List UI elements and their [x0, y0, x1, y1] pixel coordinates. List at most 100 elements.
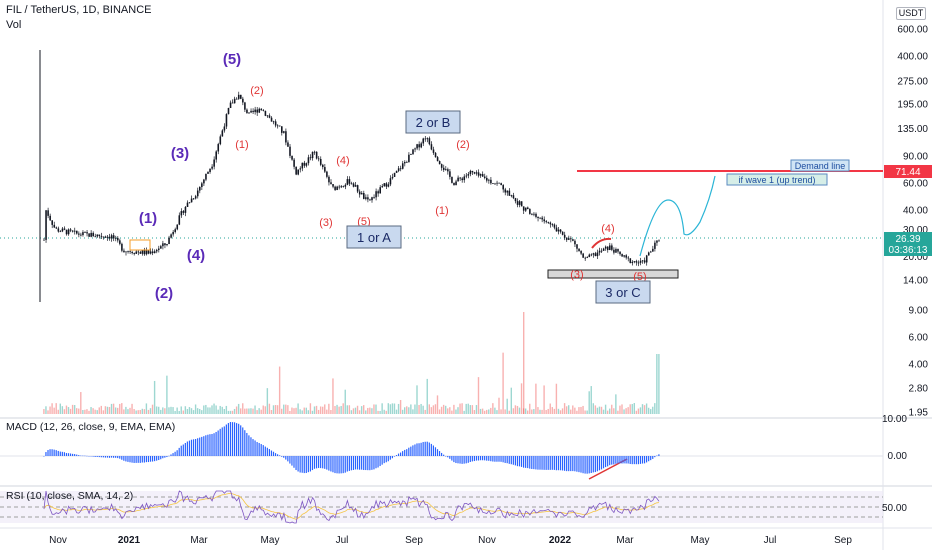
macd-bar: [637, 456, 639, 465]
candle-body: [268, 115, 271, 118]
volume-bar: [539, 409, 541, 414]
rsi-line: [43, 490, 660, 524]
volume-bar: [367, 407, 369, 414]
rsi-title[interactable]: RSI (10, close, SMA, 14, 2): [6, 490, 134, 502]
rsi-axis[interactable]: 50.00: [882, 503, 907, 514]
candle-body: [223, 126, 226, 131]
macd-bar: [166, 456, 168, 458]
volume-bar: [537, 407, 539, 414]
macd-bar: [336, 456, 338, 474]
macd-bar: [504, 456, 506, 463]
volume-bar: [442, 404, 445, 414]
macd-bar: [459, 456, 461, 464]
volume-bar: [274, 404, 277, 414]
candle-body: [153, 251, 156, 254]
macd-bar: [443, 454, 445, 456]
volume-bar: [490, 407, 492, 414]
macd-bar: [219, 428, 221, 456]
candle-body: [629, 258, 632, 264]
currency-button[interactable]: USDT: [896, 7, 926, 20]
macd-bar: [121, 456, 123, 460]
candle-body: [283, 131, 285, 133]
candle-body: [289, 146, 291, 156]
candle-body: [319, 158, 322, 165]
candle-body: [490, 179, 492, 184]
macd-bar: [566, 456, 568, 472]
volume-bar: [47, 410, 49, 414]
candle-body: [570, 238, 572, 240]
candle-body: [598, 250, 601, 253]
macd-bar: [287, 456, 289, 462]
candle-body: [112, 235, 115, 239]
macd-bar: [611, 456, 613, 465]
price-tick: 90.00: [903, 151, 928, 162]
macd-bar: [410, 446, 412, 456]
volume-bar: [338, 406, 340, 414]
volume-label[interactable]: Vol: [6, 19, 22, 31]
candle-body: [246, 109, 248, 113]
volume-bar: [211, 405, 213, 414]
macd-bar: [332, 456, 334, 473]
macd-bar: [305, 456, 307, 473]
macd-bar: [371, 456, 373, 470]
volume-bar: [516, 405, 519, 414]
macd-bar: [110, 456, 113, 458]
volume-bar: [555, 383, 558, 414]
candle-body: [477, 172, 480, 176]
candle-body: [160, 246, 162, 249]
volume-bar: [467, 403, 469, 414]
symbol-title[interactable]: FIL / TetherUS, 1D, BINANCE: [6, 4, 152, 16]
macd-bar: [197, 438, 199, 456]
macd-title[interactable]: MACD (12, 26, close, 9, EMA, EMA): [6, 421, 176, 433]
candle-body: [580, 251, 582, 254]
macd-bar: [260, 444, 262, 456]
macd-bar: [86, 455, 88, 457]
candle-body: [451, 176, 453, 183]
volume-bar: [389, 404, 392, 414]
macd-bar: [428, 442, 430, 456]
volume-bar: [186, 409, 189, 414]
volume-bar: [334, 406, 336, 414]
volume-bar: [182, 410, 184, 414]
volume-bar: [268, 403, 271, 414]
candle-body: [383, 183, 386, 187]
candle-body: [365, 197, 367, 199]
macd-bar: [115, 456, 117, 458]
macd-bar: [274, 453, 277, 456]
time-axis[interactable]: Nov 2021 Mar May Jul Sep Nov 2022 Mar May Jul Sep: [49, 535, 852, 546]
macd-bar: [252, 439, 254, 456]
macd-bar: [315, 456, 318, 469]
volume-bar: [303, 407, 305, 414]
volume-bar: [365, 410, 367, 414]
macd-bar: [55, 450, 57, 456]
price-axis[interactable]: 600.00 400.00 275.00 195.00 135.00 90.00 60.00…: [897, 25, 928, 419]
candle-body: [342, 186, 345, 188]
candle-body: [621, 254, 623, 257]
candle-body: [432, 149, 435, 153]
macd-bar: [578, 456, 580, 473]
macd-bar: [123, 456, 125, 461]
candle-body: [76, 230, 78, 234]
volume-bar: [596, 407, 599, 414]
candle-body: [127, 251, 129, 253]
volume-bar: [547, 408, 549, 414]
candle-body: [80, 234, 82, 236]
macd-bar: [598, 456, 601, 471]
macd-axis[interactable]: 10.00 0.00: [882, 414, 907, 462]
candle-body: [512, 195, 515, 199]
volume-bar: [580, 406, 582, 414]
candle-body: [229, 102, 232, 109]
volume-bar: [158, 406, 160, 414]
macd-bar: [469, 456, 471, 462]
candle-body: [215, 151, 217, 160]
candle-body: [174, 229, 176, 232]
macd-bar: [365, 456, 367, 471]
candle-body: [178, 215, 181, 225]
macd-bar: [309, 456, 311, 472]
volume-bar: [418, 404, 420, 414]
macd-bar: [541, 456, 543, 470]
candle-body: [483, 176, 486, 178]
volume-bar: [518, 407, 521, 414]
macd-bar: [656, 455, 658, 457]
